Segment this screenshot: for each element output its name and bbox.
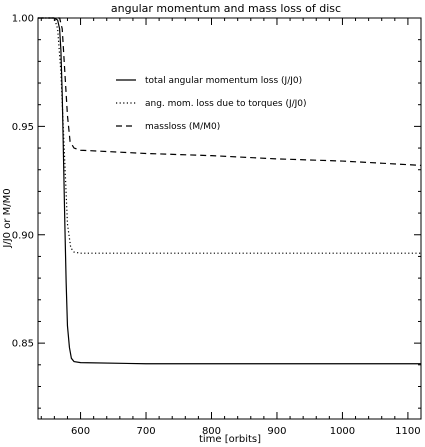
series-layer (38, 17, 422, 365)
y-axis-label: J/J0 or M/M0 (2, 188, 13, 248)
series-line-3 (38, 17, 422, 166)
plot-frame (37, 17, 422, 420)
y-tick-label: 0.95 (12, 122, 34, 133)
x-tick-label: 700 (136, 426, 155, 437)
x-tick-label: 1000 (330, 426, 355, 437)
series-line-2 (38, 17, 421, 254)
x-tick-label: 900 (267, 426, 286, 437)
y-axis: 0.85 0.90 0.95 1.00 (12, 14, 421, 409)
y-tick-label: 0.85 (12, 339, 34, 350)
chart-title: angular momentum and mass loss of disc (111, 2, 341, 15)
y-tick-label: 0.90 (12, 230, 34, 241)
series-line-1 (38, 17, 421, 365)
x-tick-label: 1100 (395, 426, 420, 437)
x-axis: 600 700 800 900 1000 1100 (40, 18, 422, 437)
x-tick-label: 600 (71, 426, 90, 437)
legend: total angular momentum loss (J/J0) ang. m… (116, 76, 307, 132)
legend-label-3: massloss (M/M0) (145, 122, 220, 132)
legend-label-2: ang. mom. loss due to torques (J/J0) (145, 99, 307, 109)
x-tick-label: 800 (202, 426, 221, 437)
y-tick-label: 1.00 (12, 14, 34, 25)
x-axis-label: time [orbits] (199, 434, 261, 445)
legend-label-1: total angular momentum loss (J/J0) (145, 76, 302, 86)
